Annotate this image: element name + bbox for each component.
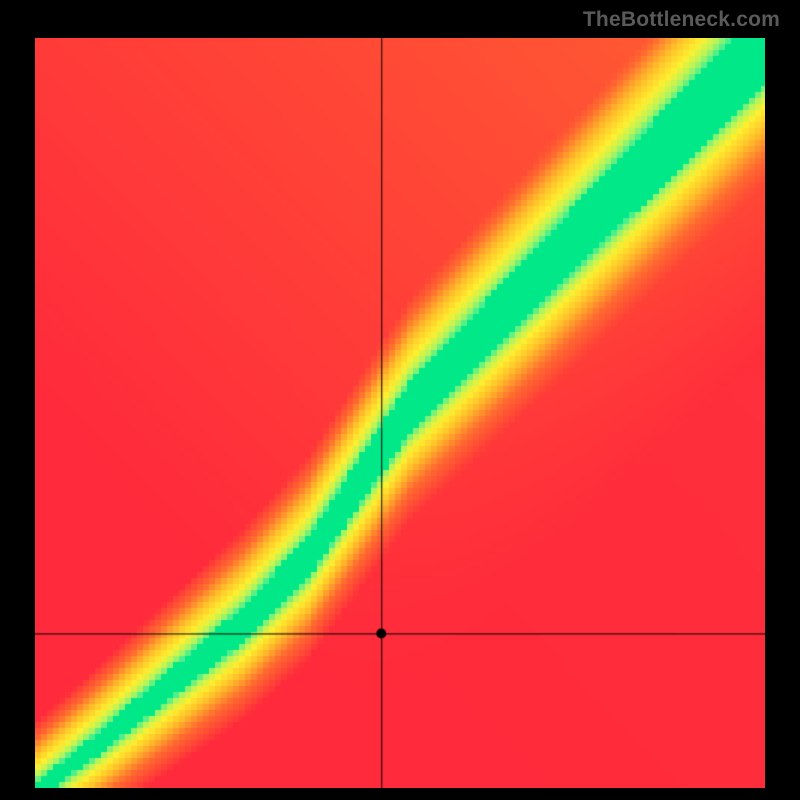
chart-container: TheBottleneck.com <box>0 0 800 800</box>
bottleneck-heatmap <box>35 38 765 788</box>
watermark-text: TheBottleneck.com <box>583 8 780 32</box>
